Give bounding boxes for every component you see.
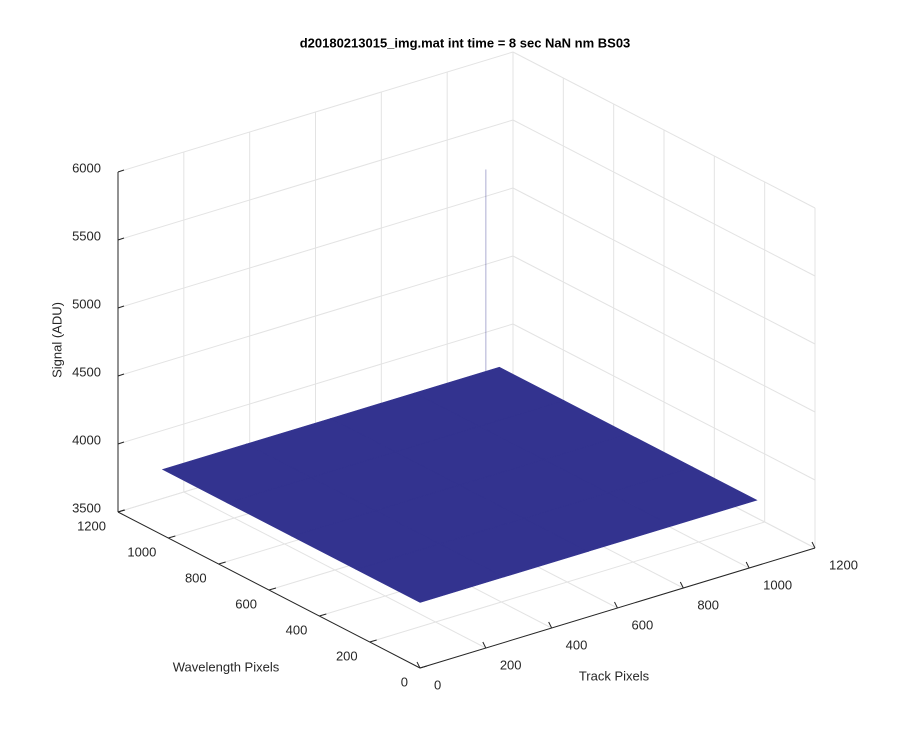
z-tick <box>117 509 125 513</box>
y-tick-label: 200 <box>336 648 358 663</box>
x-tick-label: 0 <box>434 677 441 692</box>
z-tick-label: 3500 <box>72 500 101 515</box>
grid-line <box>512 187 816 345</box>
z-axis-label: Signal (ADU) <box>49 302 64 378</box>
y-tick <box>419 665 428 669</box>
z-tick <box>117 169 125 173</box>
y-tick <box>218 561 226 565</box>
x-tick <box>548 621 553 629</box>
grid-line <box>512 323 816 481</box>
y-tick-label: 1000 <box>127 544 156 559</box>
x-tick <box>614 601 618 609</box>
x-tick-label: 600 <box>632 617 654 632</box>
x-tick <box>482 641 487 649</box>
grid-line <box>117 323 514 445</box>
y-tick <box>168 535 176 539</box>
z-tick <box>117 237 125 241</box>
grid-line <box>512 51 816 209</box>
y-tick-label: 1200 <box>77 518 106 533</box>
surface-cell <box>414 366 565 427</box>
x-tick-label: 200 <box>500 657 522 672</box>
x-axis-label: Track Pixels <box>579 668 650 683</box>
x-tick-label: 1000 <box>763 577 792 592</box>
y-tick <box>369 639 377 643</box>
x-tick-label: 400 <box>566 637 588 652</box>
grid-line <box>117 255 514 377</box>
y-tick-label: 800 <box>185 570 207 585</box>
grid-line <box>512 119 816 277</box>
grid-line <box>117 187 514 309</box>
grid-line <box>117 51 514 173</box>
z-tick <box>117 305 125 309</box>
z-tick-label: 4000 <box>72 432 101 447</box>
chart-title: d20180213015_img.mat int time = 8 sec Na… <box>300 35 631 50</box>
z-tick-label: 5000 <box>72 296 101 311</box>
x-tick <box>679 581 684 589</box>
y-tick <box>319 613 327 617</box>
z-tick <box>117 373 125 377</box>
x-tick-label: 1200 <box>829 557 858 572</box>
x-tick <box>811 541 816 549</box>
z-tick-label: 6000 <box>72 160 101 175</box>
y-tick-label: 0 <box>401 674 408 689</box>
grid-line <box>117 119 514 241</box>
z-tick <box>117 441 125 445</box>
grid-line <box>369 521 765 643</box>
x-tick-label: 800 <box>697 597 719 612</box>
y-tick <box>268 587 277 591</box>
y-axis-label: Wavelength Pixels <box>173 659 280 674</box>
x-tick <box>745 561 750 569</box>
z-tick-label: 5500 <box>72 228 101 243</box>
y-tick-label: 400 <box>286 622 308 637</box>
y-tick-label: 600 <box>235 596 257 611</box>
grid-line <box>512 255 816 413</box>
x-tick <box>416 661 421 669</box>
z-tick-label: 4500 <box>72 364 101 379</box>
